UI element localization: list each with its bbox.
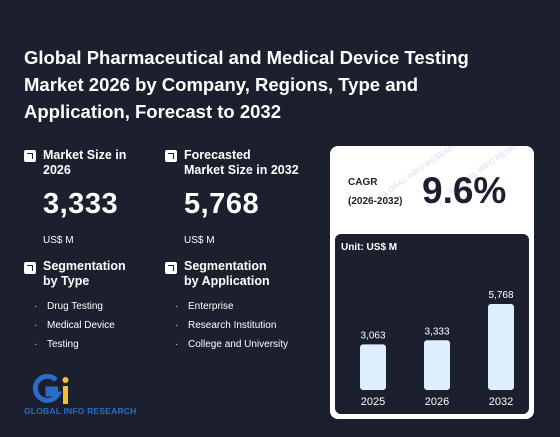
forecast-unit: US$ M [184,235,215,246]
market-size-metric: Market Size in 2026 3,333 US$ M [24,148,164,248]
forecast-value: 5,768 [184,188,260,220]
market-size-unit: US$ M [43,235,74,246]
gi-logo-icon [32,373,69,404]
category-label-2032: 2032 [489,396,513,408]
cagr-value: 9.6% [422,170,507,211]
trend-arrow-icon [24,262,36,274]
trend-arrow-icon [165,262,177,274]
bar-2025 [360,344,386,390]
category-label-2025: 2025 [361,396,385,408]
forecast-label-line2: Market Size in 2032 [184,163,299,177]
segmentation-application-label-line1: Segmentation [184,259,267,273]
brand-logo: GLOBAL INFO RESEARCH [22,372,142,418]
segmentation-type-list: Drug Testing Medical Device Testing [34,297,184,354]
list-item: Research Institution [175,316,325,335]
segmentation-type-label-line1: Segmentation [43,259,126,273]
trend-arrow-icon [165,150,177,162]
market-size-label-line2: 2026 [43,163,71,177]
bar-2032 [488,304,514,390]
cagr-label-line2: (2026-2032) [348,196,403,207]
market-size-label-line1: Market Size in [43,148,127,162]
forecast-label-line1: Forecasted [184,148,251,162]
segmentation-by-application: Segmentation by Application Enterprise R… [165,259,325,359]
cagr-label-line1: CAGR [348,177,378,188]
bar-chart-panel: Unit: US$ M 3,063 2025 3,333 2026 5,768 2032 [335,234,529,414]
cagr-card: GLOBAL INFO RESEARCH GLOBAL INFO RESEARC… [330,146,534,419]
segmentation-type-label: Segmentation by Type [43,259,183,289]
chart-unit-label: Unit: US$ M [341,242,397,253]
list-item: Testing [34,335,184,354]
market-size-label: Market Size in 2026 [43,148,183,178]
bar-chart: Unit: US$ M 3,063 2025 3,333 2026 5,768 2032 [341,242,514,408]
logo-text: GLOBAL INFO RESEARCH [24,406,137,416]
cagr-label: CAGR (2026-2032) [348,173,402,211]
value-label-2032: 5,768 [488,290,513,301]
market-size-value: 3,333 [43,188,119,220]
value-label-2025: 3,063 [360,330,385,341]
segmentation-type-label-line2: by Type [43,274,90,288]
segmentation-application-label-line2: by Application [184,274,270,288]
bar-2026 [424,340,450,390]
trend-arrow-icon [24,150,36,162]
segmentation-by-type: Segmentation by Type Drug Testing Medica… [24,259,164,359]
forecast-metric: Forecasted Market Size in 2032 5,768 US$… [165,148,315,248]
forecast-label: Forecasted Market Size in 2032 [184,148,324,178]
list-item: College and University [175,335,325,354]
list-item: Enterprise [175,297,325,316]
value-label-2026: 3,333 [424,326,449,337]
page-title: Global Pharmaceutical and Medical Device… [24,47,469,122]
list-item: Drug Testing [34,297,184,316]
category-label-2026: 2026 [425,396,449,408]
segmentation-application-list: Enterprise Research Institution College … [175,297,325,354]
list-item: Medical Device [34,316,184,335]
segmentation-application-label: Segmentation by Application [184,259,324,289]
